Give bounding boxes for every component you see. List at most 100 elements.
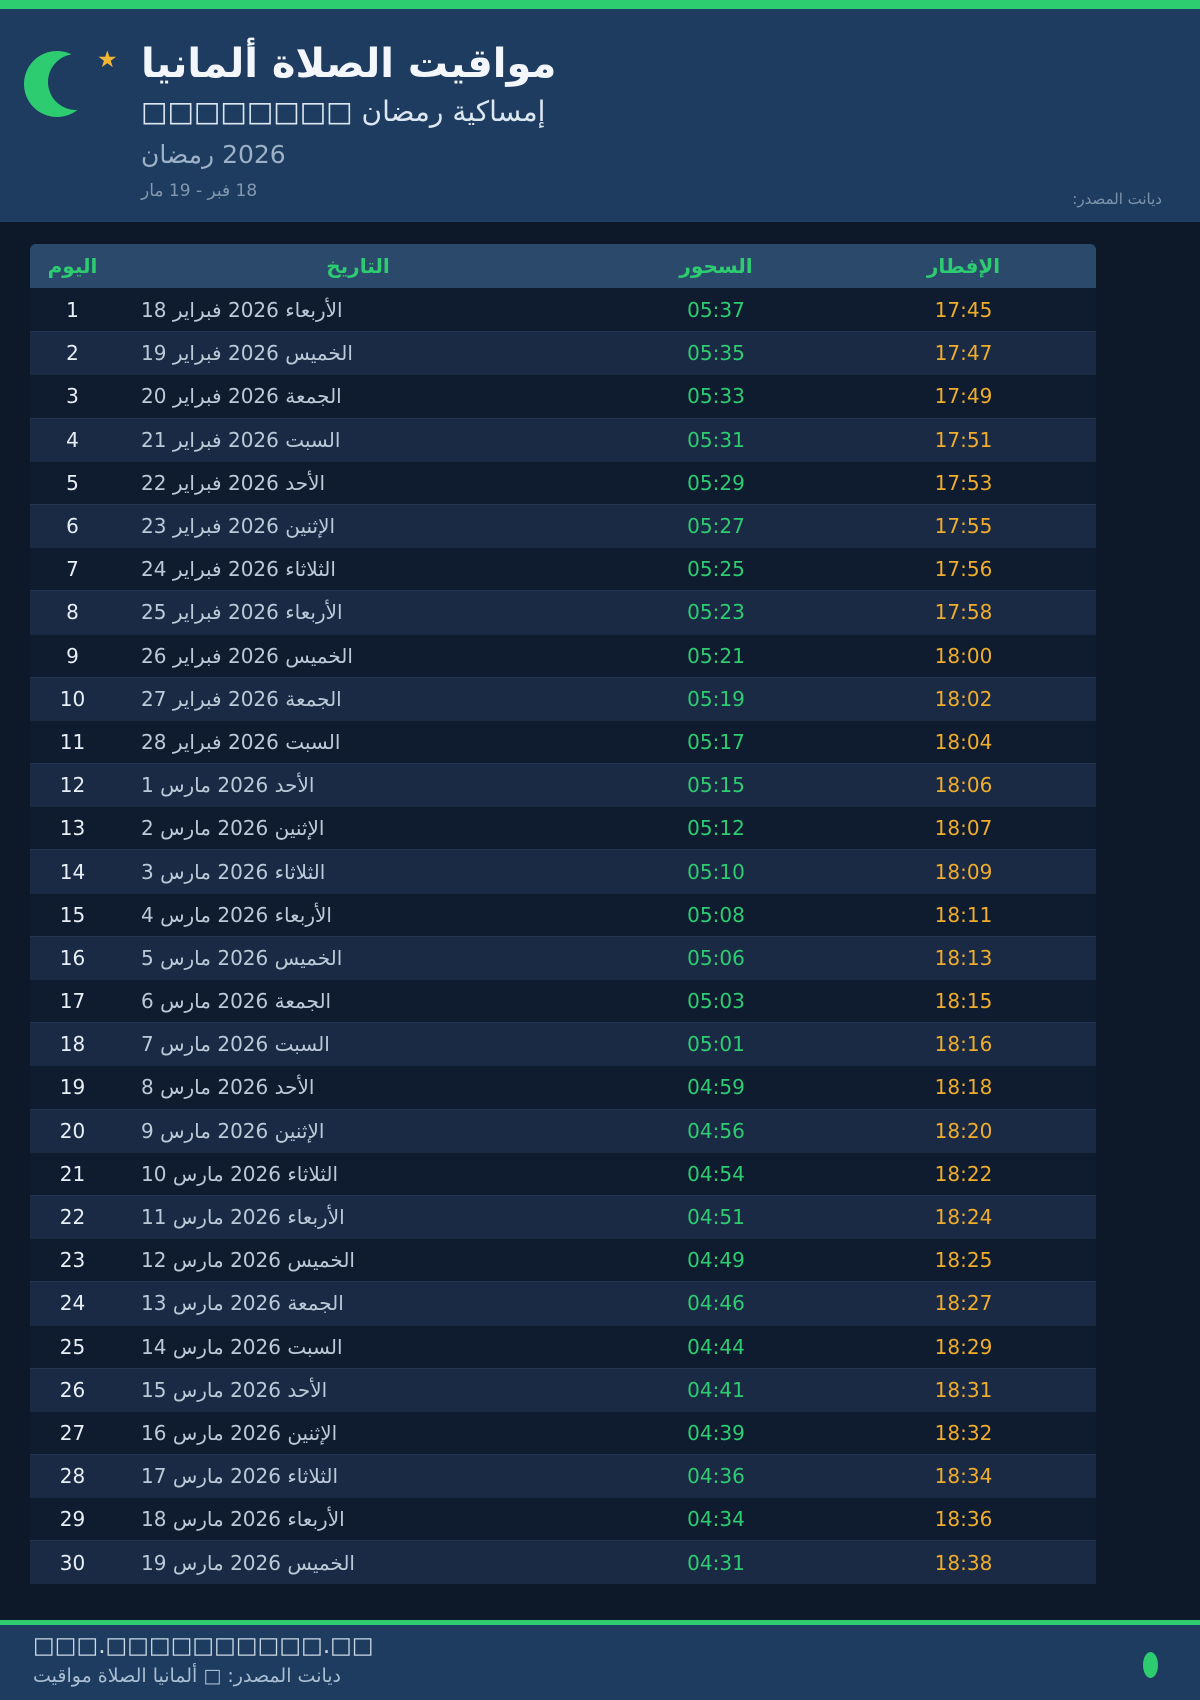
day-number-cell: 22 [59,1205,86,1230]
suhoor-time-cell: 04:39 [687,1420,745,1445]
suhoor-time-cell: 05:31 [687,427,745,452]
iftar-time-cell: 17:45 [934,297,993,322]
table-row: 8 25 فبراير 2026 الأربعاء 05:23 17:58 [30,590,1096,634]
suhoor-time-cell: 05:17 [687,729,745,754]
suhoor-time-cell: 05:33 [687,384,745,409]
day-number-cell: 2 [66,341,79,366]
date-cell: 26 فبراير 2026 الخميس [141,643,353,668]
source-label: المصدر: ديانت [1072,190,1162,208]
day-number-cell: 14 [59,859,86,884]
day-number-cell: 28 [59,1464,86,1489]
suhoor-time-cell: 04:54 [687,1161,745,1186]
table-row: 2 19 فبراير 2026 الخميس 05:35 17:47 [30,331,1096,375]
date-cell: 18 فبراير 2026 الأربعاء [141,297,343,322]
date-cell: 7 مارس 2026 السبت [141,1032,330,1057]
date-cell: 9 مارس 2026 الإثنين [141,1118,325,1143]
suhoor-time-cell: 05:27 [687,514,745,539]
day-number-cell: 9 [66,643,79,668]
table-row: 4 21 فبراير 2026 السبت 05:31 17:51 [30,417,1096,461]
date-cell: 12 مارس 2026 الخميس [141,1248,355,1273]
date-cell: 27 فبراير 2026 الجمعة [141,686,342,711]
suhoor-time-cell: 05:01 [687,1032,745,1057]
table-row: 27 16 مارس 2026 الإثنين 04:39 18:32 [30,1410,1096,1454]
day-number-cell: 19 [59,1075,86,1100]
table-row: 15 4 مارس 2026 الأربعاء 05:08 18:11 [30,892,1096,936]
green-dot [1143,1652,1158,1678]
table-row: 21 10 مارس 2026 الثلاثاء 04:54 18:22 [30,1151,1096,1195]
iftar-time-cell: 18:36 [934,1507,993,1532]
iftar-time-cell: 18:29 [934,1334,993,1359]
date-cell: 28 فبراير 2026 السبت [141,729,341,754]
table-header-row: اليوم التاريخ السحور الإفطار [30,244,1096,288]
day-number-cell: 29 [59,1507,86,1532]
iftar-time-cell: 18:22 [934,1161,993,1186]
date-cell: 19 فبراير 2026 الخميس [141,341,353,366]
iftar-time-cell: 18:13 [934,945,993,970]
table-row: 13 2 مارس 2026 الإثنين 05:12 18:07 [30,806,1096,849]
table-row: 1 18 فبراير 2026 الأربعاء 05:37 17:45 [30,288,1096,331]
footer-credit: مواقيت الصلاة ألمانيا □ المصدر: ديانت [33,1665,342,1687]
suhoor-time-cell: 04:49 [687,1248,745,1273]
date-cell: 19 مارس 2026 الخميس [141,1550,355,1575]
day-number-cell: 13 [59,816,86,841]
date-cell: 4 مارس 2026 الأربعاء [141,902,332,927]
iftar-time-cell: 18:09 [934,859,993,884]
footer-url: □□□.□□□□□□□□□□.□□ [33,1633,374,1659]
iftar-time-cell: 17:51 [934,427,993,452]
column-header-date: التاريخ [326,254,390,278]
suhoor-time-cell: 05:21 [687,643,745,668]
page-header: ★ مواقيت الصلاة ألمانيا إمساكية رمضان □□… [0,9,1200,222]
day-number-cell: 1 [66,297,79,322]
suhoor-time-cell: 05:37 [687,297,745,322]
suhoor-time-cell: 05:15 [687,773,745,798]
date-cell: 23 فبراير 2026 الإثنين [141,514,336,539]
suhoor-time-cell: 04:41 [687,1377,745,1402]
page-title: مواقيت الصلاة ألمانيا [141,41,557,87]
iftar-time-cell: 17:49 [934,384,993,409]
star-icon: ★ [97,47,118,73]
iftar-time-cell: 18:32 [934,1420,993,1445]
header-text-block: مواقيت الصلاة ألمانيا إمساكية رمضان □□□□… [141,41,556,201]
table-row: 30 19 مارس 2026 الخميس 04:31 18:38 [30,1540,1096,1584]
column-header-iftar: الإفطار [926,254,1001,278]
table-row: 25 14 مارس 2026 السبت 04:44 18:29 [30,1324,1096,1368]
day-number-cell: 18 [59,1032,86,1057]
suhoor-time-cell: 05:12 [687,816,745,841]
table-row: 3 20 فبراير 2026 الجمعة 05:33 17:49 [30,374,1096,417]
suhoor-time-cell: 05:03 [687,989,745,1014]
date-cell: 21 فبراير 2026 السبت [141,427,341,452]
date-cell: 8 مارس 2026 الأحد [141,1075,315,1100]
column-header-suhoor: السحور [679,254,753,278]
crescent-moon-icon [24,49,104,121]
day-number-cell: 11 [59,729,86,754]
date-cell: 24 فبراير 2026 الثلاثاء [141,557,336,582]
iftar-time-cell: 18:15 [934,989,993,1014]
date-cell: 15 مارس 2026 الأحد [141,1377,328,1402]
prayer-times-table: اليوم التاريخ السحور الإفطار 1 18 فبراير… [30,244,1096,1584]
iftar-time-cell: 18:25 [934,1248,993,1273]
table-row: 10 27 فبراير 2026 الجمعة 05:19 18:02 [30,676,1096,720]
date-cell: 17 مارس 2026 الثلاثاء [141,1464,339,1489]
table-row: 14 3 مارس 2026 الثلاثاء 05:10 18:09 [30,849,1096,893]
day-number-cell: 25 [59,1334,86,1359]
page-subtitle: إمساكية رمضان □□□□□□□□ [141,95,546,128]
table-row: 12 1 مارس 2026 الأحد 05:15 18:06 [30,763,1096,807]
table-row: 20 9 مارس 2026 الإثنين 04:56 18:20 [30,1108,1096,1152]
table-row: 18 7 مارس 2026 السبت 05:01 18:16 [30,1022,1096,1066]
suhoor-time-cell: 05:23 [687,600,745,625]
table-row: 7 24 فبراير 2026 الثلاثاء 05:25 17:56 [30,547,1096,590]
table-row: 17 6 مارس 2026 الجمعة 05:03 18:15 [30,979,1096,1022]
iftar-time-cell: 18:34 [934,1464,993,1489]
season-label: رمضان 2026 [141,140,286,169]
day-number-cell: 21 [59,1161,86,1186]
suhoor-time-cell: 04:31 [687,1550,745,1575]
date-cell: 20 فبراير 2026 الجمعة [141,384,342,409]
table-row: 19 8 مارس 2026 الأحد 04:59 18:18 [30,1065,1096,1108]
date-range-label: 18 فبر - 19 مار [141,181,258,201]
day-number-cell: 10 [59,686,86,711]
top-accent-bar [0,0,1200,9]
date-cell: 18 مارس 2026 الأربعاء [141,1507,345,1532]
table-row: 28 17 مارس 2026 الثلاثاء 04:36 18:34 [30,1454,1096,1498]
table-row: 9 26 فبراير 2026 الخميس 05:21 18:00 [30,633,1096,677]
